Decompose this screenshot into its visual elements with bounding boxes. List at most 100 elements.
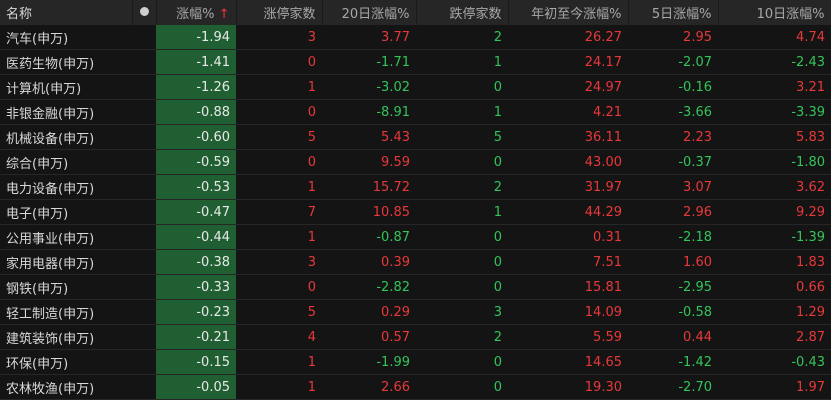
cell-5d: -1.42 <box>628 349 718 375</box>
cell-10d: 9.29 <box>718 199 831 225</box>
cell-limit-down: 5 <box>416 124 508 150</box>
col-chg-label: 涨幅% <box>176 7 215 22</box>
col-limit-up[interactable]: 涨停家数 <box>236 0 323 25</box>
table-row[interactable]: 环保(申万) -0.15 1 -1.99 0 14.65 -1.42 -0.43 <box>0 349 831 375</box>
cell-limit-down: 0 <box>416 274 508 300</box>
col-limit-down[interactable]: 跌停家数 <box>416 0 509 25</box>
cell-ytd: 44.29 <box>508 199 628 225</box>
cell-limit-up: 4 <box>236 324 322 350</box>
cell-limit-up: 1 <box>236 174 322 200</box>
col-5d[interactable]: 5日涨幅% <box>628 0 719 25</box>
cell-10d: 4.74 <box>718 25 831 50</box>
cell-limit-down: 0 <box>416 374 508 400</box>
table-row[interactable]: 综合(申万) -0.59 0 9.59 0 43.00 -0.37 -1.80 <box>0 149 831 175</box>
cell-limit-up: 1 <box>236 349 322 375</box>
cell-ytd: 15.81 <box>508 274 628 300</box>
cell-ytd: 36.11 <box>508 124 628 150</box>
cell-20d: 10.85 <box>322 199 416 225</box>
cell-10d: 1.97 <box>718 374 831 400</box>
cell-name: 电力设备(申万) <box>0 174 156 200</box>
cell-10d: 2.87 <box>718 324 831 350</box>
cell-10d: -0.43 <box>718 349 831 375</box>
cell-limit-up: 0 <box>236 149 322 175</box>
cell-5d: -0.16 <box>628 74 718 100</box>
cell-ytd: 43.00 <box>508 149 628 175</box>
table-row[interactable]: 电力设备(申万) -0.53 1 15.72 2 31.97 3.07 3.62 <box>0 174 831 200</box>
cell-5d: -2.95 <box>628 274 718 300</box>
table-row[interactable]: 医药生物(申万) -1.41 0 -1.71 1 24.17 -2.07 -2.43 <box>0 49 831 75</box>
table-row[interactable]: 钢铁(申万) -0.33 0 -2.82 0 15.81 -2.95 0.66 <box>0 274 831 300</box>
cell-ytd: 0.31 <box>508 224 628 250</box>
table-row[interactable]: 汽车(申万) -1.94 3 3.77 2 26.27 2.95 4.74 <box>0 25 831 50</box>
cell-chg: -0.53 <box>156 174 236 200</box>
table-row[interactable]: 非银金融(申万) -0.88 0 -8.91 1 4.21 -3.66 -3.39 <box>0 99 831 125</box>
cell-ytd: 5.59 <box>508 324 628 350</box>
cell-chg: -0.59 <box>156 149 236 175</box>
table-row[interactable]: 电子(申万) -0.47 7 10.85 1 44.29 2.96 9.29 <box>0 199 831 225</box>
cell-20d: -0.87 <box>322 224 416 250</box>
cell-name: 环保(申万) <box>0 349 156 375</box>
cell-limit-up: 0 <box>236 274 322 300</box>
cell-10d: 0.66 <box>718 274 831 300</box>
cell-20d: -2.82 <box>322 274 416 300</box>
cell-limit-down: 0 <box>416 149 508 175</box>
cell-limit-down: 1 <box>416 49 508 75</box>
cell-ytd: 24.97 <box>508 74 628 100</box>
cell-name: 机械设备(申万) <box>0 124 156 150</box>
cell-name: 公用事业(申万) <box>0 224 156 250</box>
cell-limit-down: 0 <box>416 249 508 275</box>
table-row[interactable]: 机械设备(申万) -0.60 5 5.43 5 36.11 2.23 5.83 <box>0 124 831 150</box>
col-10d[interactable]: 10日涨幅% <box>718 0 831 25</box>
cell-10d: -2.43 <box>718 49 831 75</box>
cell-chg: -0.21 <box>156 324 236 350</box>
cell-chg: -0.88 <box>156 99 236 125</box>
table-row[interactable]: 农林牧渔(申万) -0.05 1 2.66 0 19.30 -2.70 1.97 <box>0 374 831 400</box>
cell-chg: -0.60 <box>156 124 236 150</box>
cell-10d: 1.29 <box>718 299 831 325</box>
cell-limit-up: 3 <box>236 249 322 275</box>
cell-limit-up: 1 <box>236 74 322 100</box>
cell-limit-up: 0 <box>236 49 322 75</box>
dot-icon <box>139 7 149 16</box>
cell-10d: -1.39 <box>718 224 831 250</box>
cell-ytd: 26.27 <box>508 25 628 50</box>
cell-name: 计算机(申万) <box>0 74 156 100</box>
cell-limit-down: 3 <box>416 299 508 325</box>
cell-20d: -1.71 <box>322 49 416 75</box>
cell-name: 汽车(申万) <box>0 25 156 50</box>
col-chg[interactable]: 涨幅% ↑ <box>156 0 237 25</box>
cell-limit-down: 0 <box>416 349 508 375</box>
col-20d[interactable]: 20日涨幅% <box>322 0 417 25</box>
cell-limit-up: 1 <box>236 374 322 400</box>
cell-name: 建筑装饰(申万) <box>0 324 156 350</box>
cell-name: 医药生物(申万) <box>0 49 156 75</box>
cell-10d: -3.39 <box>718 99 831 125</box>
cell-chg: -0.05 <box>156 374 236 400</box>
cell-ytd: 4.21 <box>508 99 628 125</box>
col-dot[interactable] <box>132 0 157 25</box>
table-row[interactable]: 轻工制造(申万) -0.23 5 0.29 3 14.09 -0.58 1.29 <box>0 299 831 325</box>
cell-20d: 2.66 <box>322 374 416 400</box>
col-ytd[interactable]: 年初至今涨幅% <box>508 0 629 25</box>
table-row[interactable]: 建筑装饰(申万) -0.21 4 0.57 2 5.59 0.44 2.87 <box>0 324 831 350</box>
cell-5d: 1.60 <box>628 249 718 275</box>
cell-name: 电子(申万) <box>0 199 156 225</box>
table-row[interactable]: 家用电器(申万) -0.38 3 0.39 0 7.51 1.60 1.83 <box>0 249 831 275</box>
cell-name: 钢铁(申万) <box>0 274 156 300</box>
table-row[interactable]: 公用事业(申万) -0.44 1 -0.87 0 0.31 -2.18 -1.39 <box>0 224 831 250</box>
cell-name: 农林牧渔(申万) <box>0 374 156 400</box>
cell-ytd: 14.65 <box>508 349 628 375</box>
col-name[interactable]: 名称 <box>0 0 133 25</box>
cell-name: 非银金融(申万) <box>0 99 156 125</box>
cell-limit-down: 2 <box>416 25 508 50</box>
cell-chg: -0.44 <box>156 224 236 250</box>
cell-chg: -1.26 <box>156 74 236 100</box>
cell-ytd: 19.30 <box>508 374 628 400</box>
cell-ytd: 24.17 <box>508 49 628 75</box>
cell-limit-down: 0 <box>416 224 508 250</box>
cell-20d: -3.02 <box>322 74 416 100</box>
cell-limit-up: 1 <box>236 224 322 250</box>
cell-limit-up: 5 <box>236 124 322 150</box>
cell-limit-down: 2 <box>416 174 508 200</box>
table-row[interactable]: 计算机(申万) -1.26 1 -3.02 0 24.97 -0.16 3.21 <box>0 74 831 100</box>
